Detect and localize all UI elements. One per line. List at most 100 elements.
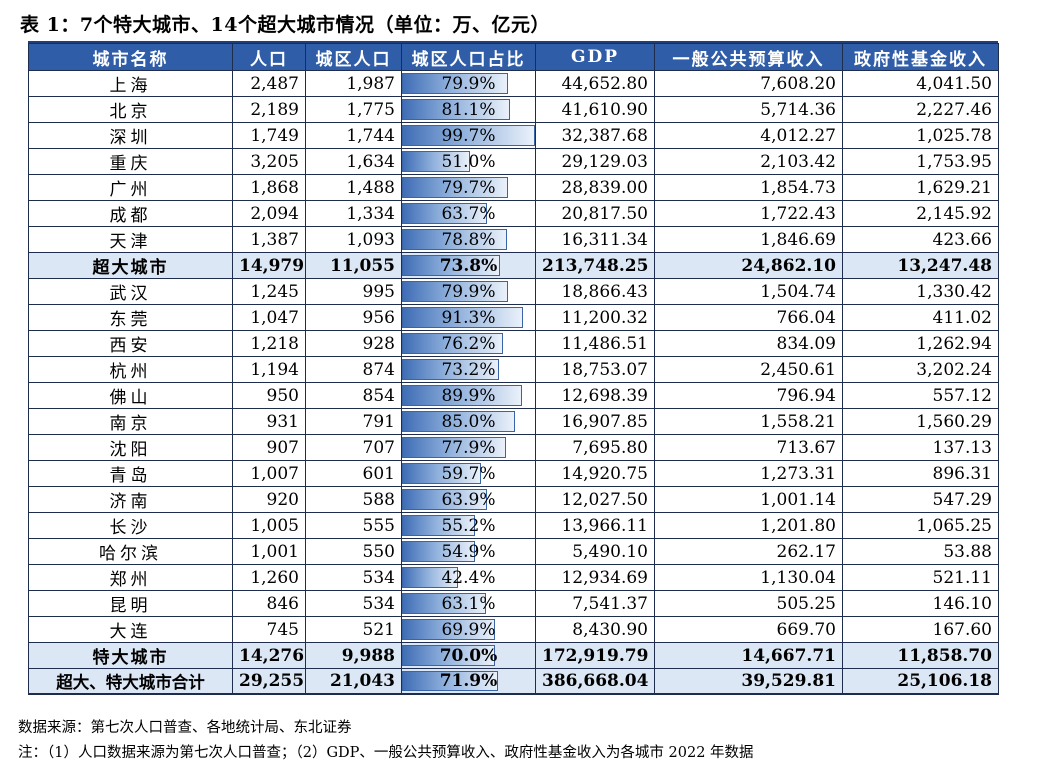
ratio-bar: [402, 99, 510, 120]
summary-row: 特大城市 14,276 9,988 70.0% 172,919.79 14,667.71 1…: [28, 642, 999, 669]
budget-revenue-cell: 24,862.10: [654, 252, 843, 279]
urban-ratio-cell: 76.2%: [401, 330, 536, 357]
ratio-value: 63.1%: [441, 593, 496, 614]
budget-revenue-cell: 1,558.21: [654, 408, 843, 435]
ratio-value: 79.9%: [441, 73, 496, 94]
population-cell: 1,387: [232, 226, 306, 253]
ratio-value: 77.9%: [441, 437, 496, 458]
gdp-cell: 12,934.69: [535, 564, 655, 591]
gdp-cell: 32,387.68: [535, 122, 655, 149]
population-cell: 907: [232, 434, 306, 461]
urban-population-cell: 1,334: [305, 200, 402, 227]
ratio-bar: [402, 411, 516, 432]
urban-population-cell: 1,744: [305, 122, 402, 149]
ratio-value: 63.9%: [441, 489, 496, 510]
ratio-value: 73.2%: [441, 359, 496, 380]
urban-ratio-cell: 54.9%: [401, 538, 536, 565]
table-row: 杭州 1,194 874 73.2% 18,753.07 2,450.61 3,202.24: [28, 356, 999, 383]
ratio-bar: [402, 73, 509, 94]
ratio-bar: [402, 489, 487, 510]
table-row: 昆明 846 534 63.1% 7,541.37 505.25 146.10: [28, 590, 999, 617]
footnote: 注：（1）人口数据来源为第七次人口普查；（2）GDP、一般公共预算收入、政府性基…: [18, 745, 754, 761]
fund-revenue-cell: 11,858.70: [842, 642, 999, 669]
table-row: 东莞 1,047 956 91.3% 11,200.32 766.04 411.02: [28, 304, 999, 331]
fund-revenue-cell: 146.10: [842, 590, 999, 617]
column-header-urban-ratio: 城区人口占比: [401, 43, 536, 71]
urban-population-cell: 534: [305, 590, 402, 617]
fund-revenue-cell: 557.12: [842, 382, 999, 409]
ratio-bar: [402, 359, 500, 380]
gdp-cell: 28,839.00: [535, 174, 655, 201]
urban-ratio-cell: 63.1%: [401, 590, 536, 617]
urban-ratio-cell: 77.9%: [401, 434, 536, 461]
urban-population-cell: 707: [305, 434, 402, 461]
gdp-cell: 14,920.75: [535, 460, 655, 487]
population-cell: 1,047: [232, 304, 306, 331]
ratio-value: 54.9%: [441, 541, 496, 562]
ratio-bar: [402, 437, 506, 458]
population-cell: 1,749: [232, 122, 306, 149]
budget-revenue-cell: 4,012.27: [654, 122, 843, 149]
fund-revenue-cell: 1,629.21: [842, 174, 999, 201]
population-cell: 2,189: [232, 96, 306, 123]
urban-ratio-cell: 42.4%: [401, 564, 536, 591]
gdp-cell: 18,866.43: [535, 278, 655, 305]
population-cell: 29,255: [232, 668, 306, 696]
city-name-cell: 长沙: [28, 512, 233, 539]
urban-population-cell: 21,043: [305, 668, 402, 696]
gdp-cell: 12,027.50: [535, 486, 655, 513]
budget-revenue-cell: 834.09: [654, 330, 843, 357]
ratio-value: 55.2%: [441, 515, 496, 536]
table-row: 天津 1,387 1,093 78.8% 16,311.34 1,846.69 423.66: [28, 226, 999, 253]
urban-ratio-cell: 63.7%: [401, 200, 536, 227]
ratio-value: 70.0%: [439, 645, 498, 666]
fund-revenue-cell: 137.13: [842, 434, 999, 461]
ratio-bar: [402, 541, 476, 562]
city-name-cell: 特大城市: [28, 642, 233, 669]
budget-revenue-cell: 766.04: [654, 304, 843, 331]
city-name-cell: 上海: [28, 70, 233, 97]
urban-ratio-cell: 69.9%: [401, 616, 536, 643]
budget-revenue-cell: 2,450.61: [654, 356, 843, 383]
ratio-bar: [402, 333, 504, 354]
table-title: 表 1：7个特大城市、14个超大城市情况（单位：万、亿元）: [20, 14, 550, 36]
urban-population-cell: 995: [305, 278, 402, 305]
column-header-population: 人口: [232, 43, 306, 71]
urban-ratio-cell: 79.9%: [401, 70, 536, 97]
urban-ratio-cell: 59.7%: [401, 460, 536, 487]
title-divider: [28, 41, 998, 43]
urban-ratio-cell: 81.1%: [401, 96, 536, 123]
population-cell: 1,260: [232, 564, 306, 591]
population-cell: 1,001: [232, 538, 306, 565]
ratio-bar: [402, 593, 486, 614]
table-row: 重庆 3,205 1,634 51.0% 29,129.03 2,103.42 1,753.…: [28, 148, 999, 175]
gdp-cell: 16,907.85: [535, 408, 655, 435]
gdp-cell: 11,486.51: [535, 330, 655, 357]
urban-population-cell: 874: [305, 356, 402, 383]
urban-population-cell: 956: [305, 304, 402, 331]
gdp-cell: 213,748.25: [535, 252, 655, 279]
source-note: 数据来源：第七次人口普查、各地统计局、东北证券: [18, 720, 352, 736]
fund-revenue-cell: 1,330.42: [842, 278, 999, 305]
city-name-cell: 昆明: [28, 590, 233, 617]
urban-ratio-cell: 71.9%: [401, 668, 536, 696]
city-name-cell: 青岛: [28, 460, 233, 487]
ratio-bar: [402, 619, 495, 640]
ratio-bar: [402, 385, 522, 406]
table-row: 深圳 1,749 1,744 99.7% 32,387.68 4,012.27 1,025.…: [28, 122, 999, 149]
gdp-cell: 13,966.11: [535, 512, 655, 539]
budget-revenue-cell: 7,608.20: [654, 70, 843, 97]
budget-revenue-cell: 796.94: [654, 382, 843, 409]
urban-population-cell: 928: [305, 330, 402, 357]
ratio-value: 85.0%: [441, 411, 496, 432]
fund-revenue-cell: 1,025.78: [842, 122, 999, 149]
ratio-bar: [402, 463, 482, 484]
ratio-value: 63.7%: [441, 203, 496, 224]
budget-revenue-cell: 713.67: [654, 434, 843, 461]
gdp-cell: 29,129.03: [535, 148, 655, 175]
city-name-cell: 武汉: [28, 278, 233, 305]
city-name-cell: 西安: [28, 330, 233, 357]
ratio-bar: [402, 255, 501, 276]
city-name-cell: 杭州: [28, 356, 233, 383]
city-name-cell: 大连: [28, 616, 233, 643]
